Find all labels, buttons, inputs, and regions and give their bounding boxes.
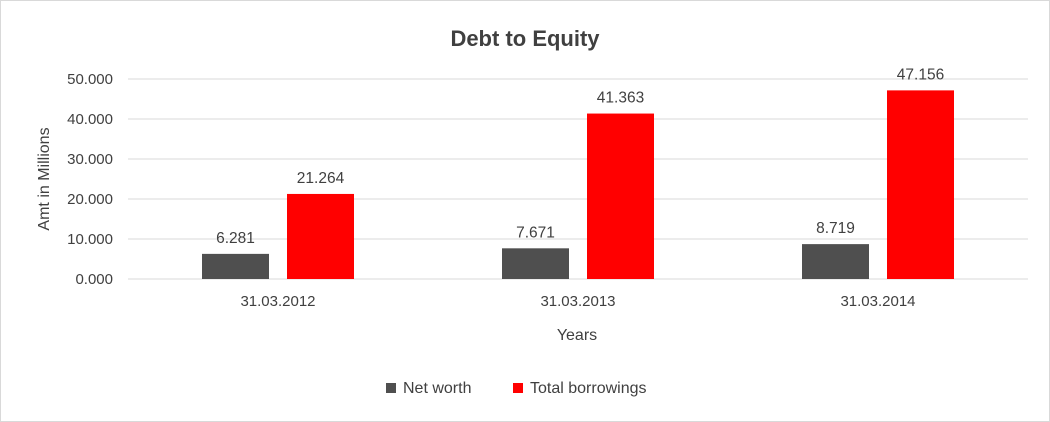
x-tick-label: 31.03.2013 <box>540 293 615 310</box>
bar-total-borrowings <box>587 113 654 279</box>
legend: Net worth Total borrowings <box>386 380 647 397</box>
y-axis-ticks: 0.000 10.000 20.000 30.000 40.000 50.000 <box>67 71 113 288</box>
legend-swatch-total-borrowings <box>513 383 523 393</box>
data-label: 6.281 <box>216 230 255 247</box>
data-label: 41.363 <box>597 90 644 107</box>
x-axis-ticks: 31.03.2012 31.03.2013 31.03.2014 <box>240 293 915 310</box>
bar-net-worth <box>802 244 869 279</box>
bar-net-worth <box>502 248 569 279</box>
y-tick-label: 20.000 <box>67 191 113 208</box>
bars: 6.281 21.264 7.671 41.363 8.719 47.156 <box>202 66 954 279</box>
chart-title: Debt to Equity <box>450 26 600 51</box>
x-tick-label: 31.03.2012 <box>240 293 315 310</box>
y-tick-label: 10.000 <box>67 231 113 248</box>
x-tick-label: 31.03.2014 <box>840 293 915 310</box>
y-tick-label: 40.000 <box>67 111 113 128</box>
legend-swatch-net-worth <box>386 383 396 393</box>
bar-total-borrowings <box>887 90 954 279</box>
bar-total-borrowings <box>287 193 354 279</box>
legend-label-total-borrowings: Total borrowings <box>530 380 647 397</box>
x-axis-title: Years <box>557 327 597 344</box>
y-tick-label: 50.000 <box>67 71 113 88</box>
data-label: 47.156 <box>897 66 944 83</box>
data-label: 21.264 <box>297 170 345 187</box>
bar-net-worth <box>202 253 269 279</box>
y-axis-title: Amt in Millions <box>36 127 53 230</box>
gridlines <box>128 78 1028 280</box>
y-tick-label: 0.000 <box>75 271 113 288</box>
data-label: 8.719 <box>816 220 855 237</box>
y-tick-label: 30.000 <box>67 151 113 168</box>
data-label: 7.671 <box>516 224 555 241</box>
legend-label-net-worth: Net worth <box>403 380 471 397</box>
